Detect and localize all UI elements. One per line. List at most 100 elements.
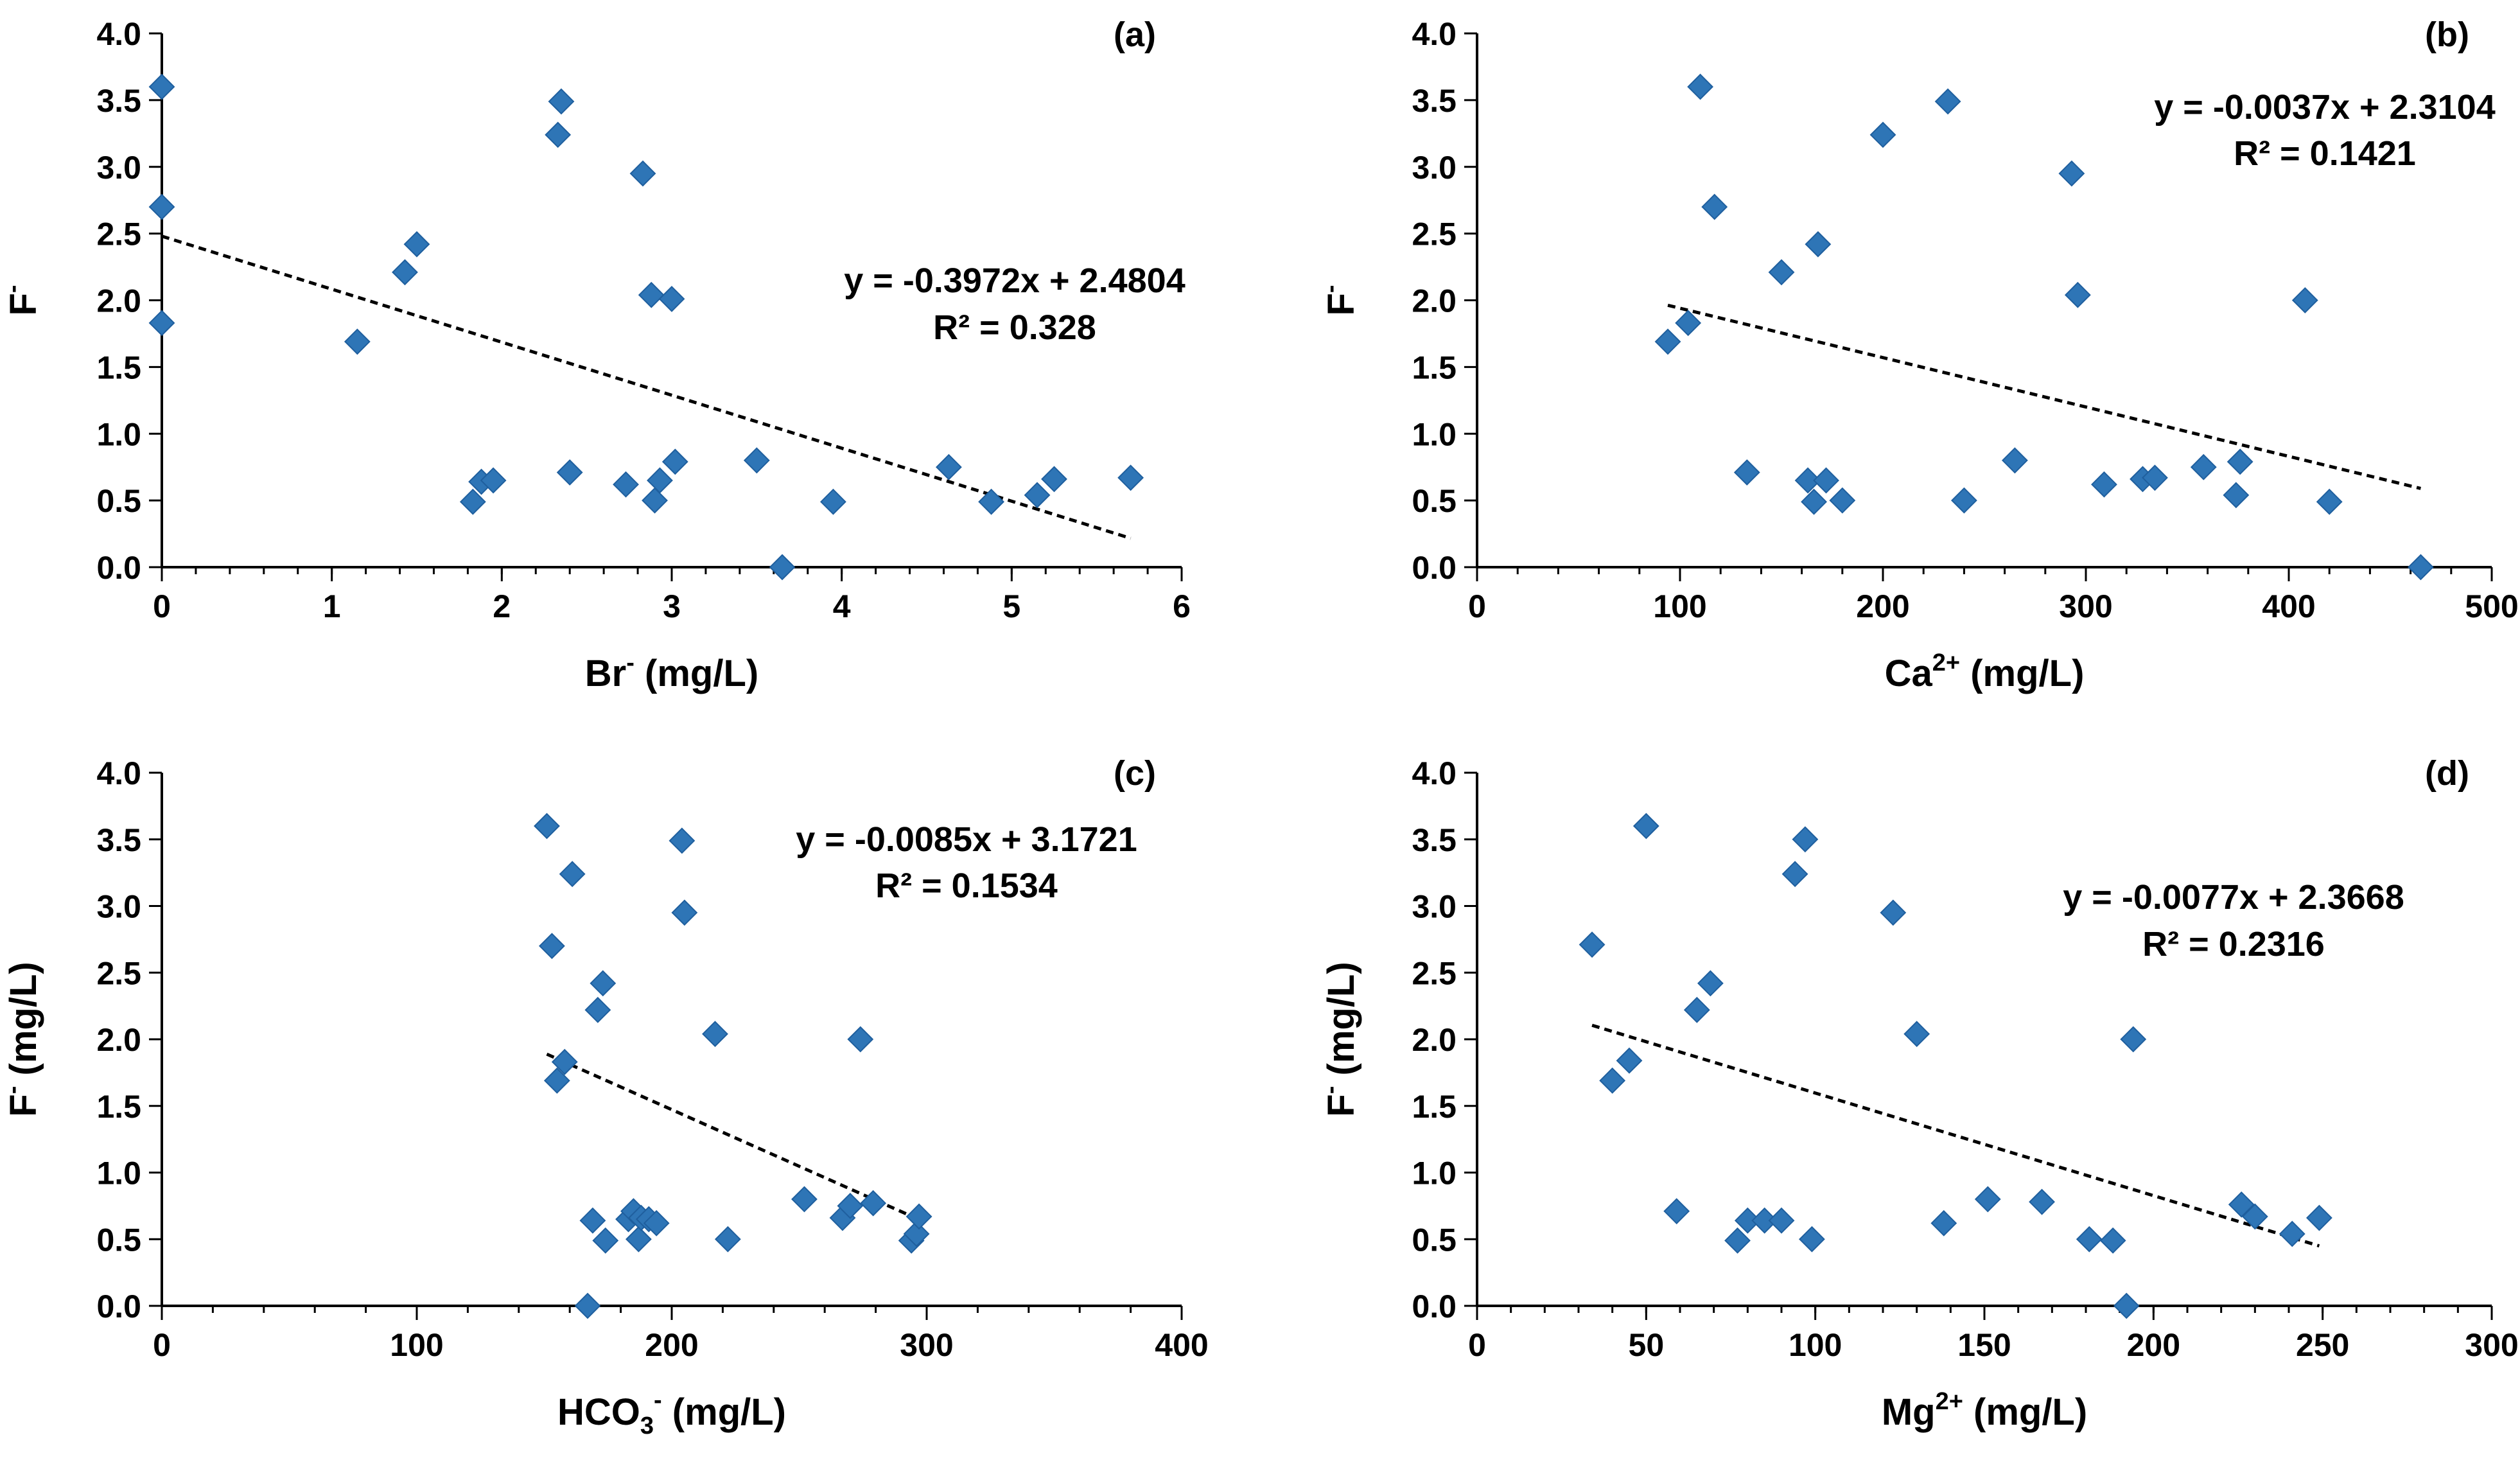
data-point: [556, 459, 583, 486]
data-point: [545, 121, 572, 148]
panel-label: (a): [1114, 15, 1156, 54]
x-tick-label: 5: [1002, 588, 1020, 624]
data-point: [1768, 259, 1795, 286]
data-point: [1733, 459, 1760, 486]
y-tick-label: 1.5: [1412, 1089, 1457, 1125]
y-tick-label: 1.0: [96, 1156, 141, 1192]
y-tick-label: 4.0: [96, 755, 141, 791]
panel-label: (c): [1114, 754, 1156, 793]
data-point: [344, 328, 371, 355]
r-squared-label: R² = 0.2316: [2142, 925, 2325, 963]
y-axis-label-unit: (mg/L): [3, 962, 44, 1086]
x-tick-label: 300: [2059, 588, 2112, 624]
y-tick-label: 2.5: [96, 955, 141, 991]
data-point: [2279, 1220, 2306, 1247]
data-point: [613, 471, 639, 498]
panel-label: (d): [2425, 754, 2469, 793]
data-point: [392, 259, 418, 286]
data-point: [1654, 328, 1681, 355]
x-tick-label: 1: [323, 588, 341, 624]
data-point: [459, 488, 486, 515]
chart-panel-d: 0 50 100 150 200 250 300 0.0 0.5 1.0 1.5 2.0 2.5 3.0 3…: [1317, 754, 2519, 1433]
data-point: [2223, 482, 2250, 509]
trendline-equation: y = -0.0037x + 2.3104: [2154, 88, 2495, 127]
data-point: [2142, 464, 2168, 491]
y-axis-label-superscript: -: [0, 285, 26, 293]
x-tick-label: 400: [2262, 588, 2315, 624]
y-tick-label: 3.5: [1412, 83, 1457, 119]
data-point: [2099, 1227, 2126, 1254]
x-axis-label: HCO3- (mg/L): [557, 1387, 786, 1439]
y-axis-label-unit: (mg/L): [1320, 962, 1362, 1086]
data-point: [743, 447, 770, 474]
data-point: [935, 453, 962, 480]
y-axis-label-superscript: -: [0, 1086, 26, 1095]
x-axis-label-base: Br: [585, 653, 626, 694]
y-tick-label: 2.5: [96, 216, 141, 252]
data-point: [1697, 970, 1724, 997]
y-tick-label: 3.5: [96, 83, 141, 119]
data-point: [1805, 231, 1832, 258]
x-axis-label-unit: (mg/L): [662, 1391, 786, 1433]
data-point: [1041, 466, 1067, 493]
y-tick-label: 0.0: [1412, 1288, 1457, 1324]
data-point: [1616, 1047, 1643, 1074]
data-point: [579, 1207, 606, 1234]
data-point: [629, 160, 656, 187]
x-tick-label: 100: [1653, 588, 1706, 624]
data-point: [2064, 281, 2091, 308]
data-point: [2407, 554, 2434, 581]
y-tick-label: 0.0: [96, 550, 141, 586]
data-point: [791, 1186, 818, 1213]
x-axis-label-unit: (mg/L): [1960, 653, 2084, 694]
data-point: [1813, 467, 1839, 494]
data-point: [671, 899, 698, 926]
data-point: [820, 488, 846, 515]
data-point: [2190, 453, 2217, 480]
data-point: [1801, 488, 1827, 515]
x-axis-label-base: Mg: [1882, 1391, 1936, 1433]
trendline-equation: y = -0.0077x + 2.3668: [2063, 878, 2404, 917]
x-tick-label: 6: [1173, 588, 1191, 624]
x-tick-label: 2: [493, 588, 511, 624]
data-point: [2241, 1203, 2268, 1230]
chart-panel-a: 0 1 2 3 4 5 6 0.0 0.5 1.0 1.5 2.0 2.5 3.0 3.5 4.0 (a) y =…: [0, 15, 1191, 694]
data-point: [590, 970, 617, 997]
trendline: [1667, 303, 2421, 490]
data-point: [769, 554, 796, 581]
x-axis-label-superscript: 2+: [1936, 1388, 1963, 1415]
data-point: [2120, 1026, 2147, 1053]
data-point: [2029, 1188, 2055, 1215]
trendline-equation: y = -0.0085x + 3.1721: [796, 820, 1137, 859]
y-tick-label: 3.0: [1412, 150, 1457, 186]
y-axis-label: F-: [1317, 285, 1362, 315]
data-point: [1798, 1226, 1825, 1253]
data-point: [403, 231, 430, 258]
data-point: [625, 1226, 652, 1253]
y-tick-label: 1.5: [1412, 349, 1457, 385]
x-axis-label: Ca2+ (mg/L): [1885, 649, 2085, 694]
x-tick-label: 0: [1468, 1327, 1486, 1363]
r-squared-label: R² = 0.1421: [2234, 134, 2416, 173]
x-tick-label: 300: [2465, 1327, 2518, 1363]
y-tick-label: 4.0: [1412, 16, 1457, 52]
y-tick-label: 2.0: [1412, 1022, 1457, 1058]
x-axis-label-unit: (mg/L): [634, 653, 758, 694]
x-tick-label: 100: [1789, 1327, 1842, 1363]
x-axis-label-superscript: -: [654, 1387, 662, 1414]
y-axis-label-base: F: [3, 1094, 44, 1116]
data-point: [584, 996, 611, 1023]
data-point: [2291, 287, 2318, 313]
data-point: [906, 1203, 932, 1230]
data-point: [2227, 448, 2253, 475]
y-tick-label: 0.5: [1412, 1222, 1457, 1258]
x-tick-label: 200: [2127, 1327, 2180, 1363]
data-point: [2076, 1226, 2103, 1253]
x-tick-label: 200: [645, 1327, 698, 1363]
y-axis-label-superscript: -: [1317, 1086, 1344, 1095]
x-tick-label: 300: [900, 1327, 953, 1363]
y-axis-label: F- (mg/L): [0, 962, 44, 1116]
data-point: [1792, 826, 1819, 853]
data-point: [2058, 160, 2085, 187]
data-point: [2306, 1204, 2332, 1231]
